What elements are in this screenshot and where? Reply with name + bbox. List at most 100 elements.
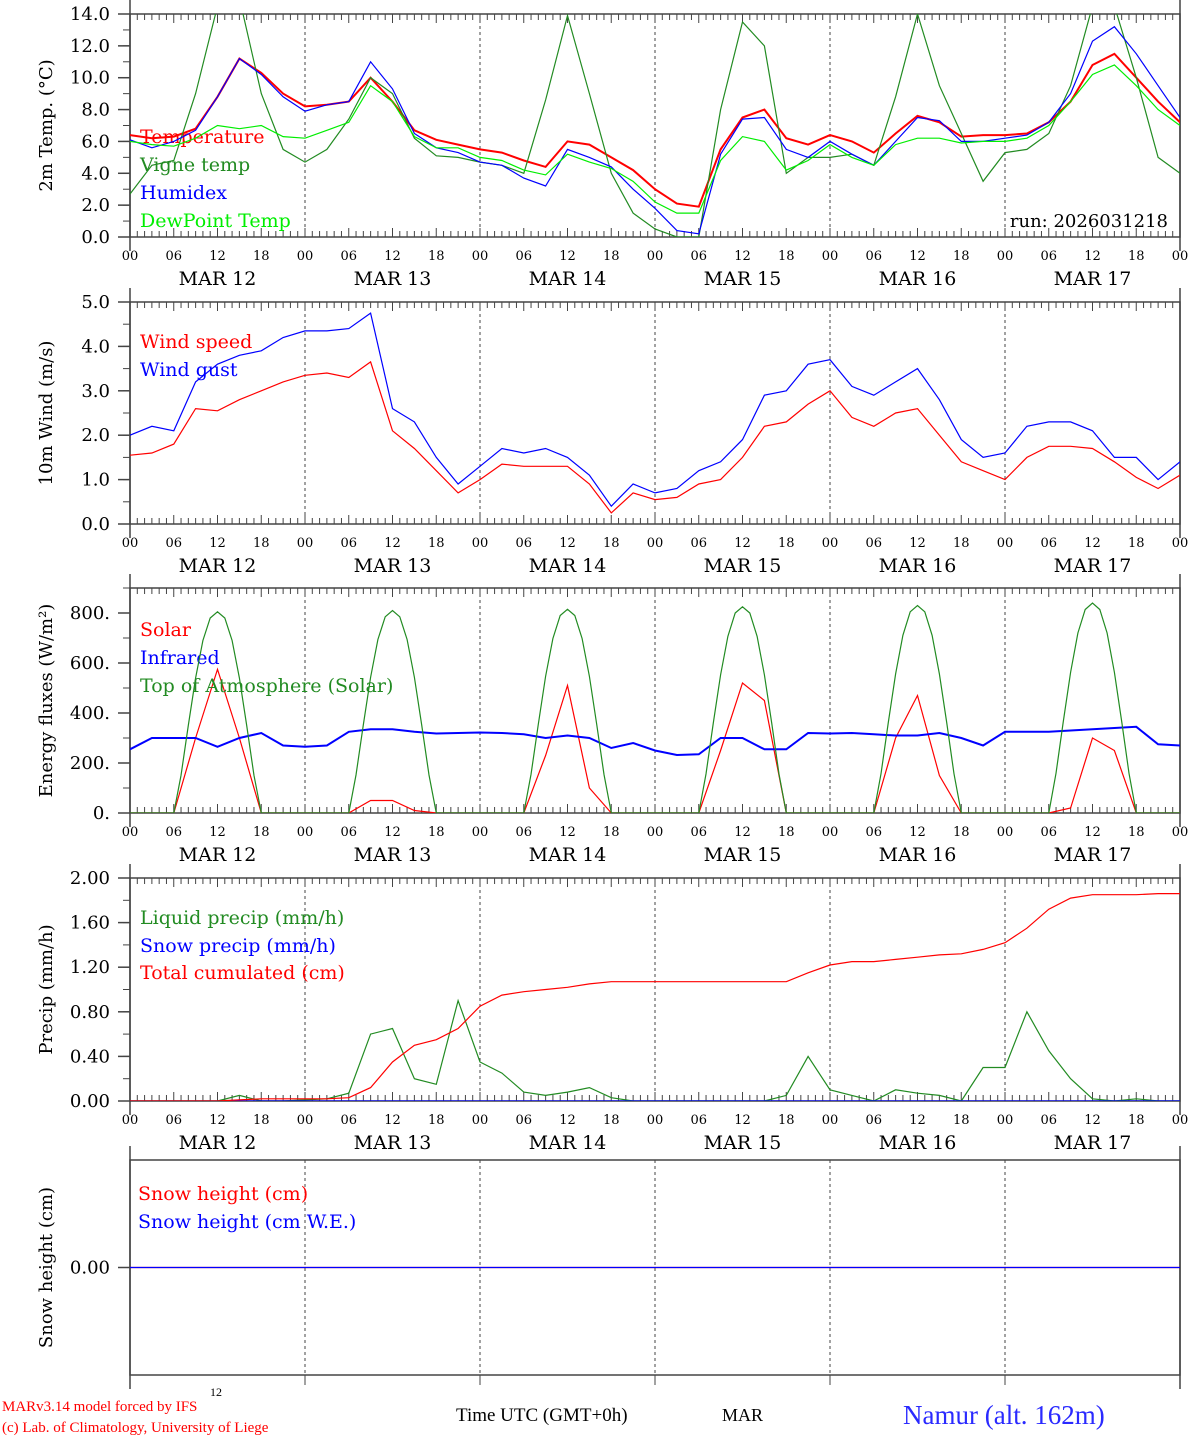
x-tick-label: 18	[603, 825, 620, 840]
x-tick-label: 00	[297, 1113, 314, 1128]
x-tick-label: 12	[559, 249, 576, 264]
x-tick-label: 18	[1128, 825, 1145, 840]
x-tick-label: 06	[865, 536, 882, 551]
y-tick-label: 2.0	[81, 195, 110, 216]
legend-entry: Wind gust	[140, 359, 238, 381]
y-tick-label: 0.00	[70, 1091, 110, 1112]
legend-entry: Solar	[140, 619, 192, 641]
series-line-total-cumulated-cm-	[130, 892, 1180, 1101]
x-tick-label: 18	[253, 249, 270, 264]
y-tick-label: 10.0	[70, 68, 110, 89]
y-tick-label: 0.40	[70, 1046, 110, 1067]
x-tick-label: 12	[909, 249, 926, 264]
x-tick-label: 18	[953, 249, 970, 264]
x-tick-label: 00	[472, 1113, 489, 1128]
model-credit: MARv3.14 model forced by IFS	[2, 1399, 198, 1415]
x-tick-label: 06	[865, 249, 882, 264]
date-label: MAR 15	[704, 844, 782, 866]
y-tick-label: 200.	[70, 753, 110, 774]
date-label: MAR 14	[529, 844, 607, 866]
legend-entry: Infrared	[140, 647, 220, 669]
date-label: MAR 13	[354, 844, 432, 866]
series-line-temperature	[130, 52, 1180, 208]
x-tick-label: 12	[1084, 1113, 1101, 1128]
x-tick-label: 12	[909, 825, 926, 840]
y-tick-label: 400.	[70, 703, 110, 724]
x-tick-label: 18	[1128, 249, 1145, 264]
x-tick-label: 00	[997, 825, 1014, 840]
x-tick-label: 00	[997, 1113, 1014, 1128]
x-tick-label: 00	[997, 536, 1014, 551]
x-tick-label: 00	[1172, 1113, 1189, 1128]
x-tick-label: 06	[1040, 536, 1057, 551]
x-tick-label: 06	[340, 825, 357, 840]
y-tick-label: 1.0	[81, 470, 110, 491]
y-tick-label: 5.0	[81, 292, 110, 313]
x-tick-label: 06	[690, 825, 707, 840]
x-tick-label: 06	[165, 536, 182, 551]
x-tick-label: 06	[865, 825, 882, 840]
x-tick-label: 06	[340, 536, 357, 551]
x-tick-label: 18	[953, 1113, 970, 1128]
legend-entry: Liquid precip (mm/h)	[140, 907, 344, 929]
x-tick-label: 18	[253, 1113, 270, 1128]
date-label: MAR 16	[879, 1132, 957, 1154]
x-tick-label: 18	[428, 249, 445, 264]
date-label: MAR 12	[179, 268, 257, 290]
y-tick-label: 0.0	[81, 227, 110, 248]
x-tick-label: 12	[909, 536, 926, 551]
x-tick-label: 12	[734, 1113, 751, 1128]
date-label: MAR 13	[354, 555, 432, 577]
month-label: MAR	[722, 1405, 764, 1425]
y-tick-label: 0.80	[70, 1002, 110, 1023]
y-tick-label: 3.0	[81, 381, 110, 402]
x-tick-label: 06	[515, 536, 532, 551]
y-tick-label: 6.0	[81, 131, 110, 152]
x-tick-label: 06	[340, 1113, 357, 1128]
x-tick-label: 18	[1128, 1113, 1145, 1128]
x-tick-label: 06	[515, 825, 532, 840]
x-tick-label: 18	[778, 825, 795, 840]
y-tick-label: 4.0	[81, 336, 110, 357]
y-tick-label: 0.00	[70, 1258, 110, 1279]
y-tick-label: 8.0	[81, 100, 110, 121]
x-tick-label: 00	[822, 1113, 839, 1128]
x-tick-label: 00	[122, 249, 139, 264]
date-label: MAR 14	[529, 268, 607, 290]
x-tick-label: 12	[734, 249, 751, 264]
date-label: MAR 12	[179, 555, 257, 577]
lab-credit: (c) Lab. of Climatology, University of L…	[2, 1420, 269, 1436]
x-tick-label: 00	[472, 825, 489, 840]
x-tick-label: 00	[822, 249, 839, 264]
x-tick-label: 18	[603, 249, 620, 264]
date-label: MAR 17	[1054, 844, 1132, 866]
y-axis-title: 10m Wind (m/s)	[36, 341, 57, 486]
x-tick-label: 06	[515, 1113, 532, 1128]
x-tick-label: 18	[428, 1113, 445, 1128]
y-axis-title: Precip (mm/h)	[36, 924, 57, 1054]
x-tick-label: 12	[384, 1113, 401, 1128]
x-tick-label: 00	[822, 536, 839, 551]
x-tick-label: 00	[122, 1113, 139, 1128]
legend-entry: Snow precip (mm/h)	[140, 935, 336, 957]
y-tick-label: 0.	[93, 803, 110, 824]
x-tick-label: 18	[953, 825, 970, 840]
y-axis-title: Energy fluxes (W/m²)	[36, 604, 57, 798]
panel-2: 00 06 12 18 00 06 12 18 00 06 12 18 00 06 12 18 00 06 12 18…	[36, 288, 1188, 577]
x-tick-label: 12	[384, 249, 401, 264]
x-tick-label: 06	[690, 536, 707, 551]
x-tick-label: 12	[384, 536, 401, 551]
date-label: MAR 14	[529, 555, 607, 577]
y-tick-label: 1.60	[70, 913, 110, 934]
y-axis-title: 2m Temp. (°C)	[36, 59, 57, 191]
legend-entry: Humidex	[140, 182, 227, 204]
x-tick-label: 06	[165, 1113, 182, 1128]
x-tick-label: 12	[209, 1113, 226, 1128]
x-tick-label: 12	[384, 825, 401, 840]
x-tick-label: 12	[1084, 249, 1101, 264]
date-label: MAR 12	[179, 1132, 257, 1154]
date-label: MAR 17	[1054, 268, 1132, 290]
x-tick-label: 00	[647, 825, 664, 840]
date-label: MAR 15	[704, 1132, 782, 1154]
